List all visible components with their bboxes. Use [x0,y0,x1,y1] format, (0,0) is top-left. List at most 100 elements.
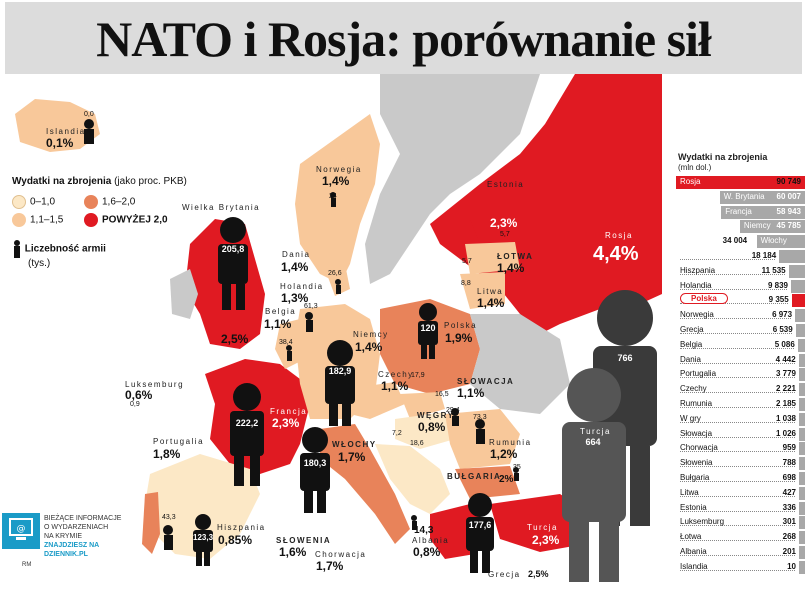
spending-country: W gry [680,413,701,423]
legend: Wydatki na zbrojenia (jako proc. PKB) [12,176,222,187]
info-line: O WYDARZENIACH [44,524,109,531]
spending-value: 5 086 [774,339,795,349]
spending-row: 18 184 [676,248,805,265]
pct-dania: 1,4% [281,260,309,274]
spending-row: Albania 201 [676,544,805,561]
spending-row: Chorwacja 959 [676,440,805,457]
spending-title: Wydatki na zbrojenia [678,152,768,162]
spending-country: Czechy [680,384,707,394]
spending-row: Estonia 336 [676,500,805,517]
spending-value: 201 [782,547,796,556]
spending-bar [799,457,805,471]
army-polska: 120 [420,323,436,333]
spending-value: 10 [787,561,796,571]
pct-wegry: 0,8% [418,420,446,434]
legend-label: POWYŻEJ 2,0 [102,214,168,226]
label-czechy: Czechy [378,370,414,379]
spending-value: 1 038 [775,413,796,423]
spending-bar [797,338,805,352]
title-bar: NATO i Rosja: porównanie sił [5,2,802,74]
army-slowacja: 16,5 [435,391,449,398]
label-albania: Albania [412,536,450,545]
spending-country: Słowacja [680,428,713,438]
army-rosja: 766 [617,353,633,363]
spending-bar [779,250,805,263]
spending-country: Islandia [680,561,708,571]
spending-row: Niemcy 45 785 [676,218,805,235]
region-ukraina-bialorus [470,314,570,414]
spending-leader [680,569,795,571]
spending-leader [680,525,795,527]
spending-chart: Rosja 90 749 W. Brytania 60 007 Francja 58 94… [676,174,805,574]
pct-wlochy: 1,7% [338,450,366,464]
spending-country: Grecja [680,325,704,334]
pct-francja: 2,3% [272,416,300,430]
spending-value: 90 749 [776,177,801,186]
spending-country: W. Brytania [723,191,765,201]
spending-value: 2 185 [775,399,796,408]
spending-value: 11 535 [761,265,786,275]
pct-holandia: 1,3% [281,291,309,305]
army-niemcy: 182,9 [328,366,352,376]
soldier-icon-small [84,119,519,550]
monitor-icon[interactable]: @ [2,513,40,549]
spending-bar [739,220,805,234]
pct-bulgaria: 2% [499,474,514,485]
spending-value: 34 004 [722,236,748,246]
legend-swatch [12,213,26,227]
army-holandia: 61,3 [304,303,318,310]
spending-bar [799,472,805,485]
spending-leader [680,555,795,556]
spending-bar [795,324,805,337]
label-grecja: Grecja [488,570,521,579]
region-lotwa [465,242,520,274]
legend-item-3: POWYŻEJ 2,0 [84,213,168,227]
label-polska: Polska [444,321,478,330]
spending-country: Bułgaria [680,473,710,482]
region-wlochy [320,424,410,544]
soldier-icon-hiszpania [193,514,213,566]
spending-bar [798,353,805,367]
spending-leader [680,407,795,408]
army-turcja: 664 [585,437,601,447]
region-skandynawia [365,74,540,284]
spending-leader [680,347,794,349]
spending-bar [799,427,805,441]
pct-portugalia: 1,8% [153,447,181,461]
info-link[interactable]: DZIENNIK.PL [44,551,88,558]
spending-leader [680,288,787,290]
spending-bar [799,516,805,530]
label-wlochy: WŁOCHY [332,440,377,449]
legend-title: Wydatki na zbrojenia (jako proc. PKB) [12,176,222,187]
spending-country: Rosja [680,177,701,186]
spending-country: Estonia [680,502,707,512]
legend-swatch [84,213,98,227]
label-dania: Dania [282,250,311,259]
spending-country: Włochy [760,236,787,246]
region-norwegia [295,114,380,284]
army-portugalia: 43,3 [162,514,176,521]
label-turcja-map: Turcja [527,523,558,532]
spending-country: Niemcy [743,221,771,231]
spending-row: Francja 58 943 [676,204,805,221]
pct-norwegia: 1,4% [322,174,350,188]
info-text: BIEŻĄCE INFORMACJE O WYDARZENIACH NA KRY… [44,514,121,559]
army-wielka-brytania: 205,8 [221,244,245,254]
spending-country: Luksemburg [680,517,725,527]
label-rumunia: Rumunia [489,438,532,447]
pct-litwa: 1,4% [477,296,505,310]
region-litwa [460,272,505,309]
spending-value: 959 [782,443,796,453]
pct-wielka-brytania: 2,5% [221,332,249,346]
spending-row: Litwa 427 [676,485,805,502]
spending-row: Słowacja 1 026 [676,426,805,443]
spending-row: Portugalia 3 779 [676,366,805,383]
spending-row: Rumunia 2 185 [676,396,805,413]
label-francja: Francja [270,407,308,416]
spending-leader [680,259,776,260]
spending-bar [799,412,805,426]
info-link-line[interactable]: ZNAJDZIESZ NA [44,542,100,549]
legend-label: 0–1,0 [30,196,56,208]
label-estonia: Estonia [487,180,525,189]
